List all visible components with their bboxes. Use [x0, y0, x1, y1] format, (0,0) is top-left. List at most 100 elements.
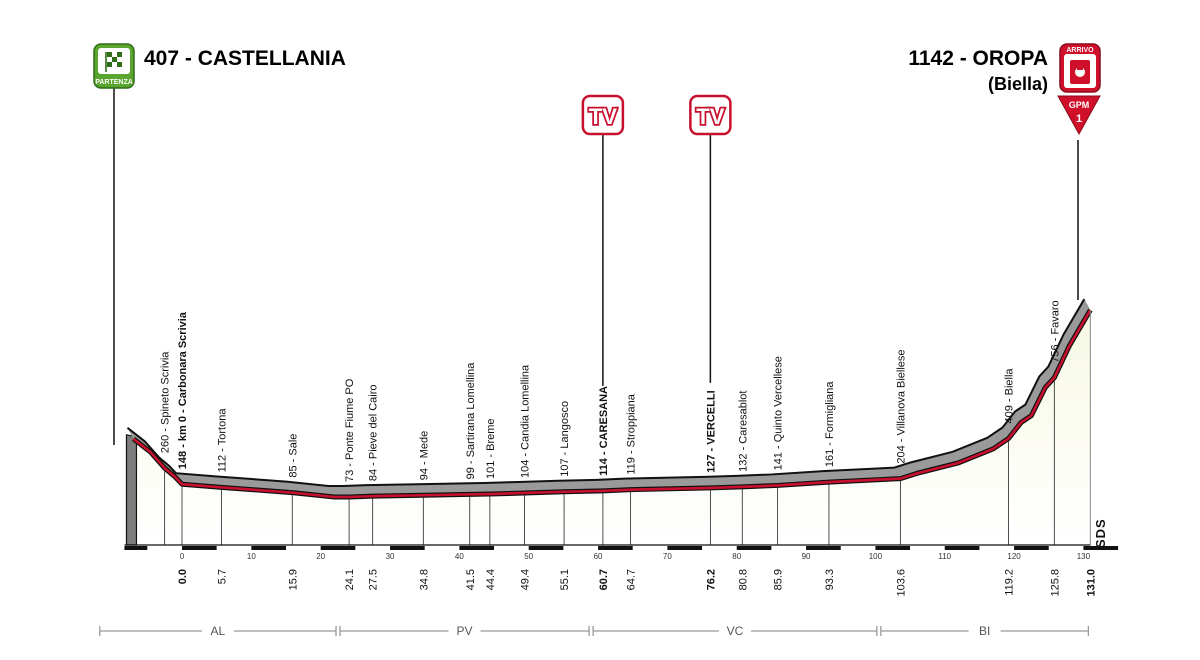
distance-label: 80.8	[737, 569, 749, 590]
climb-marker: GPM 1	[1057, 95, 1101, 136]
checkered-flag-icon	[105, 52, 122, 72]
distance-label: 34.8	[418, 569, 430, 590]
finish-title: 1142 - OROPA	[908, 47, 1048, 70]
axis-tick-label: 60	[594, 552, 603, 561]
province-bar: PV	[339, 622, 590, 638]
axis-tick-label: 110	[938, 552, 951, 561]
place-label: 260 - Spineto Scrivia	[160, 351, 172, 453]
distance-label: 125.8	[1049, 569, 1061, 597]
tv-marker: TV	[689, 94, 732, 383]
place-label: 94 - Mede	[418, 431, 430, 481]
ruler-segment	[528, 546, 564, 550]
ruler-segment	[667, 546, 703, 550]
axis-tick-label: 80	[732, 552, 741, 561]
axis-tick-label: 20	[316, 552, 325, 561]
distance-label: 60.7	[598, 569, 610, 590]
place-label: 204 - Villanova Biellese	[895, 349, 907, 463]
distance-label: 15.9	[287, 569, 299, 590]
ruler-segment	[1083, 546, 1119, 550]
distance-label: 27.5	[368, 569, 380, 590]
ruler-segment	[875, 546, 911, 550]
distance-label: 103.6	[895, 569, 907, 597]
province-bar: VC	[592, 622, 878, 638]
ruler-segment	[182, 546, 217, 550]
finish-flag-icon	[1070, 60, 1090, 84]
climb-label: GPM	[1069, 100, 1090, 110]
place-label: 132 - Caresablot	[737, 391, 749, 472]
axis-tick-label: 70	[663, 552, 672, 561]
distance-label: 41.5	[465, 569, 477, 590]
finish-marker: ARRIVO 1142 - OROPA (Biella) GPM 1	[908, 43, 1101, 300]
province-bar: BI	[880, 622, 1090, 638]
distance-label: 93.3	[824, 569, 836, 590]
distance-label: 85.9	[773, 569, 785, 590]
start-badge-label: PARTENZA	[95, 79, 133, 86]
tv-icon: TV	[696, 104, 724, 129]
distance-axis: 0 10 20 30 40 50 60 70 80 90 100 110 120 130 0.0 5.7 15.…	[124, 544, 1119, 597]
province-label: BI	[979, 624, 990, 638]
distance-label: 64.7	[626, 569, 638, 590]
place-label: 127 - VERCELLI	[705, 390, 717, 473]
tv-marker: TV	[581, 94, 625, 386]
place-label: 148 - km 0 - Carbonara Scrivia	[177, 311, 189, 469]
province-label: AL	[211, 624, 226, 638]
axis-tick-label: 130	[1077, 552, 1091, 561]
climb-category: 1	[1076, 113, 1082, 125]
distance-label: 55.1	[559, 569, 571, 590]
start-marker: PARTENZA 407 - CASTELLANIA	[93, 43, 346, 445]
province-label: PV	[457, 624, 473, 638]
place-label: 104 - Candia Lomellina	[520, 364, 532, 478]
distance-label: 76.2	[705, 569, 717, 590]
place-label: 161 - Formigliana	[824, 381, 836, 467]
distance-label: 119.2	[1004, 569, 1016, 596]
tv-icon: TV	[589, 104, 617, 129]
ruler-segment	[251, 546, 287, 550]
ruler-segment	[736, 546, 772, 550]
place-label: 73 - Ponte Fiume PO	[344, 378, 356, 482]
ruler-segment	[320, 546, 356, 550]
distance-label: 0.0	[177, 569, 189, 584]
place-label: 141 - Quinto Vercellese	[773, 356, 785, 470]
profile-start-wall	[125, 434, 138, 546]
ruler-segment	[806, 546, 841, 550]
axis-tick-label: 100	[869, 552, 883, 561]
province-label: VC	[727, 624, 744, 638]
province-bars: AL PV VC BI	[99, 622, 1090, 638]
axis-tick-label: 90	[802, 552, 811, 561]
profile	[125, 298, 1093, 546]
axis-tick-label: 40	[455, 552, 464, 561]
place-labels: 260 - Spineto Scrivia 148 - km 0 - Carbon…	[160, 300, 1061, 545]
profile-top-edge	[126, 298, 1086, 487]
axis-tick-label: 50	[524, 552, 533, 561]
axis-tick-label: 30	[386, 552, 395, 561]
climb-triangle-icon	[1057, 95, 1101, 136]
tv-badge	[689, 94, 732, 136]
axis-tick-label: 0	[180, 552, 185, 561]
place-label: 107 - Langosco	[559, 401, 571, 477]
finish-subtitle: (Biella)	[988, 74, 1048, 94]
ruler-segment	[1014, 546, 1049, 550]
ruler-segment	[459, 546, 495, 550]
place-label: 119 - Stroppiana	[626, 393, 638, 474]
place-label: 99 - Sartirana Lomellina	[465, 362, 477, 480]
profile-fill	[133, 310, 1091, 545]
place-label: 114 - CARESANA	[598, 386, 610, 476]
ruler-segment	[390, 546, 425, 550]
ruler-segment	[124, 546, 148, 550]
distance-label: 5.7	[217, 569, 229, 584]
distance-label: 49.4	[520, 569, 532, 590]
province-bar: AL	[99, 622, 337, 638]
axis-tick-label: 120	[1007, 552, 1021, 561]
tv-markers: TV TV	[581, 94, 732, 386]
tv-badge	[581, 94, 625, 136]
place-label: 756 - Favaro	[1049, 300, 1061, 362]
distance-label: 24.1	[344, 569, 356, 590]
axis-tick-label: 10	[247, 552, 256, 561]
place-label: 101 - Breme	[485, 418, 497, 479]
distance-label: 131.0	[1085, 569, 1097, 597]
place-label: 409 - Biella	[1004, 368, 1016, 424]
place-label: 112 - Tortona	[217, 408, 229, 473]
place-label: 84 - Pieve del Cairo	[368, 385, 380, 482]
sds-logo: SDS	[1093, 518, 1108, 548]
